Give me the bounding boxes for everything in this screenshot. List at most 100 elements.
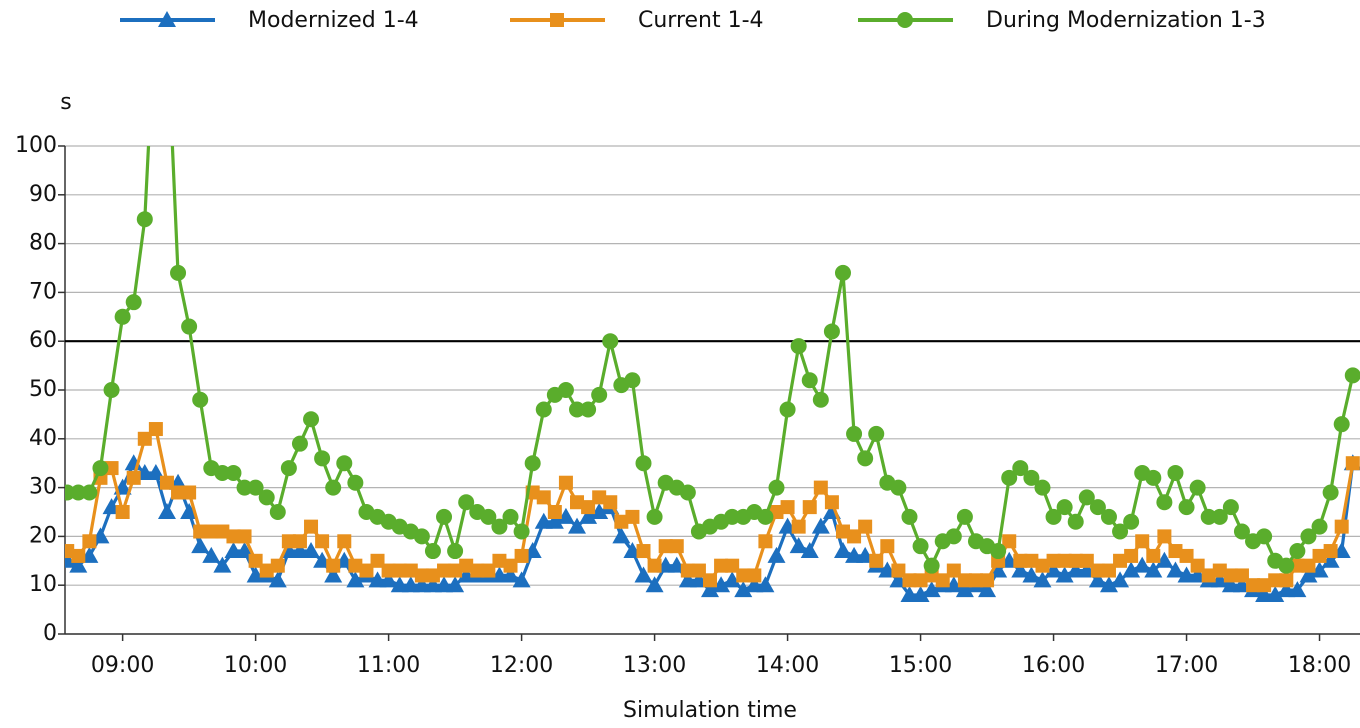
marker [868, 425, 885, 442]
marker [226, 529, 241, 544]
marker [413, 528, 430, 545]
marker [1312, 548, 1327, 563]
marker [1078, 489, 1095, 506]
marker [955, 581, 974, 598]
marker [1022, 566, 1041, 583]
marker [1113, 553, 1128, 568]
x-tick-label: 17:00 [1155, 653, 1218, 678]
marker [946, 563, 961, 578]
legend-label: Current 1-4 [638, 8, 764, 33]
marker [337, 534, 352, 549]
marker [956, 508, 973, 525]
marker [1234, 568, 1249, 583]
marker [1033, 571, 1052, 588]
marker [658, 539, 673, 554]
marker [213, 556, 232, 573]
marker [869, 553, 884, 568]
marker [281, 534, 296, 549]
marker [1200, 508, 1217, 525]
marker [811, 517, 830, 534]
marker [634, 566, 653, 583]
marker [1278, 557, 1295, 574]
marker [647, 558, 662, 573]
marker [834, 264, 851, 281]
marker [800, 542, 819, 559]
marker [159, 475, 174, 490]
marker [980, 573, 995, 588]
marker [136, 211, 153, 228]
marker [348, 558, 363, 573]
marker [1179, 548, 1194, 563]
marker [1279, 573, 1294, 588]
marker [1011, 561, 1030, 578]
marker [103, 382, 120, 398]
marker [1111, 571, 1130, 588]
marker [614, 514, 629, 529]
marker [1310, 561, 1329, 578]
marker [789, 537, 808, 554]
marker [1167, 464, 1184, 481]
x-tick-label: 09:00 [91, 653, 154, 678]
marker [1057, 553, 1072, 568]
marker [602, 333, 619, 350]
marker [957, 573, 972, 588]
marker [1157, 529, 1172, 544]
marker [824, 495, 839, 510]
marker [269, 504, 286, 520]
marker [182, 485, 197, 500]
marker [1257, 578, 1272, 593]
legend-label: Modernized 1-4 [248, 8, 419, 33]
marker [65, 544, 75, 559]
marker [1156, 494, 1173, 511]
marker [512, 571, 531, 588]
marker [1301, 558, 1316, 573]
marker [625, 509, 640, 524]
marker [315, 534, 330, 549]
marker [148, 422, 163, 437]
marker [679, 484, 696, 501]
y-tick-label: 50 [29, 377, 57, 402]
marker [536, 490, 551, 505]
marker [723, 571, 742, 588]
marker [1088, 571, 1107, 588]
marker [258, 489, 275, 506]
marker [1289, 543, 1306, 560]
marker [1268, 573, 1283, 588]
marker [646, 508, 663, 525]
marker [636, 544, 651, 559]
marker [1133, 556, 1152, 573]
marker [514, 548, 529, 563]
marker [491, 518, 508, 535]
x-axis-label: Simulation time [623, 698, 797, 723]
marker [70, 484, 87, 501]
marker [1322, 484, 1339, 501]
marker [158, 11, 176, 27]
marker [568, 517, 587, 534]
marker [268, 571, 287, 588]
x-tick-label: 11:00 [357, 653, 420, 678]
marker [425, 568, 440, 583]
marker [125, 294, 142, 311]
marker [1321, 551, 1340, 568]
marker [1123, 513, 1140, 530]
marker [1256, 528, 1273, 545]
marker [902, 573, 917, 588]
marker [691, 563, 706, 578]
marker [71, 548, 86, 563]
marker [501, 566, 520, 583]
y-tick-label: 30 [29, 475, 57, 500]
marker [1135, 534, 1150, 549]
marker [912, 538, 929, 555]
marker [503, 558, 518, 573]
marker [603, 495, 618, 510]
marker [1013, 553, 1028, 568]
legend-label: During Modernization 1-3 [986, 8, 1266, 33]
marker [1166, 561, 1185, 578]
marker [944, 576, 963, 593]
marker [1124, 548, 1139, 563]
y-tick-label: 0 [43, 621, 57, 646]
marker [734, 581, 753, 598]
y-tick-label: 20 [29, 523, 57, 548]
marker [1144, 561, 1163, 578]
marker [580, 401, 597, 418]
